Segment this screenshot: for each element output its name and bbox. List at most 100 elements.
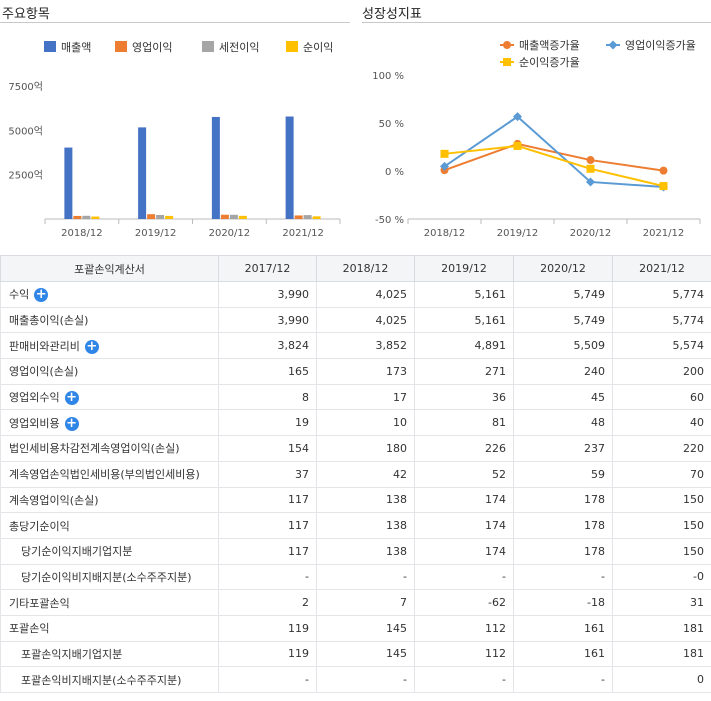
bar-0-1 xyxy=(138,127,147,219)
bar-2-3 xyxy=(303,215,312,219)
row-label-cell: 당기순이익비지배지분(소수주주지분) xyxy=(0,563,219,591)
value-cell: 10 xyxy=(316,409,415,437)
value-cell: 5,161 xyxy=(414,306,514,334)
value-cell: - xyxy=(218,666,317,693)
growth-legend-marker-2 xyxy=(503,58,511,66)
table-header-row: 포괄손익계산서 2017/12 2018/12 2019/12 2020/12 2021/… xyxy=(0,255,711,282)
table-header-title: 포괄손익계산서 xyxy=(0,255,219,282)
row-label-cell: 영업외비용 + xyxy=(0,409,219,437)
row-label-cell: 기타포괄손익 xyxy=(0,589,219,616)
value-cell: 4,025 xyxy=(316,306,415,334)
value-cell: 70 xyxy=(612,460,711,488)
growth-line-0 xyxy=(444,142,664,172)
legend-label-3: 순이익 xyxy=(303,41,333,54)
row-label-cell: 총당기순이익 xyxy=(0,512,219,539)
value-cell: 220 xyxy=(612,435,711,462)
expand-plus-icon[interactable]: + xyxy=(64,390,79,406)
growth-point-0-3 xyxy=(659,166,668,175)
value-cell: -62 xyxy=(414,589,514,616)
y-tick-label-1: 5000억 xyxy=(8,125,43,137)
bar-2-0 xyxy=(82,215,91,219)
row-label-cell: 판매비와관리비 + xyxy=(0,332,219,360)
expand-plus-icon[interactable]: + xyxy=(34,287,49,303)
value-cell: 150 xyxy=(612,537,711,565)
value-cell: 5,749 xyxy=(513,306,613,334)
right-panel-title: 성장성지표 xyxy=(362,7,422,22)
value-cell: 173 xyxy=(316,358,415,385)
row-label: 영업외수익 xyxy=(9,391,60,405)
value-cell: 5,509 xyxy=(513,332,613,360)
bar-1-1 xyxy=(147,214,156,219)
value-cell: 112 xyxy=(414,640,514,668)
value-cell: 174 xyxy=(414,512,514,539)
row-label: 포괄손익 xyxy=(9,622,50,636)
value-cell: 2 xyxy=(218,589,317,616)
row-label-cell: 수익 + xyxy=(0,281,219,308)
value-cell: 17 xyxy=(316,383,415,411)
bar-1-2 xyxy=(220,214,229,219)
row-label-cell: 포괄손익 xyxy=(0,614,219,642)
legend-label-1: 영업이익 xyxy=(132,41,172,54)
bar-2-2 xyxy=(229,214,238,219)
table-header-year: 2018/12 xyxy=(316,255,415,282)
main-items-bar-chart: 매출액 영업이익 세전이익 순이익 7500억 5000억 2500억 2018/12 2019… xyxy=(8,41,341,239)
row-label: 영업외비용 xyxy=(9,416,60,430)
growth-y-tick-label-1: 50 % xyxy=(379,119,404,130)
value-cell: 52 xyxy=(414,460,514,488)
table-row: 판매비와관리비 +3,824 3,852 4,891 5,509 5,574 xyxy=(0,332,711,360)
x-tick-label-0: 2018/12 xyxy=(61,228,103,239)
value-cell: 3,852 xyxy=(316,332,415,360)
left-panel-divider xyxy=(0,22,350,23)
value-cell: - xyxy=(414,563,514,591)
bar-3-0 xyxy=(91,216,100,219)
value-cell: 138 xyxy=(316,512,415,539)
value-cell: 138 xyxy=(316,537,415,565)
growth-x-tick-label-0: 2018/12 xyxy=(424,228,466,239)
value-cell: 31 xyxy=(612,589,711,616)
legend-label-0: 매출액 xyxy=(61,41,91,54)
table-header-year: 2021/12 xyxy=(612,255,711,282)
row-label-cell: 영업이익(손실) xyxy=(0,358,219,385)
growth-legend-marker-0 xyxy=(503,41,511,49)
x-tick-label-3: 2021/12 xyxy=(282,228,324,239)
value-cell: 237 xyxy=(513,435,613,462)
growth-point-2-3 xyxy=(659,182,668,191)
value-cell: 3,990 xyxy=(218,281,317,308)
expand-plus-icon[interactable]: + xyxy=(64,415,79,431)
value-cell: 40 xyxy=(612,409,711,437)
row-label: 매출총이익(손실) xyxy=(9,314,89,328)
value-cell: 161 xyxy=(513,614,613,642)
growth-y-tick-label-2: 0 % xyxy=(385,167,404,178)
table-header-year: 2019/12 xyxy=(414,255,514,282)
left-panel-title: 주요항목 xyxy=(2,7,50,22)
value-cell: 181 xyxy=(612,640,711,668)
value-cell: - xyxy=(316,563,415,591)
value-cell: 181 xyxy=(612,614,711,642)
value-cell: 138 xyxy=(316,486,415,514)
table-row: 법인세비용차감전계속영업이익(손실) 154 180 226 237 220 xyxy=(0,435,711,462)
expand-plus-icon[interactable]: + xyxy=(84,338,99,354)
value-cell: 174 xyxy=(414,486,514,514)
row-label-cell: 계속영업손익법인세비용(부의법인세비용) xyxy=(0,460,219,488)
value-cell: 42 xyxy=(316,460,415,488)
value-cell: -18 xyxy=(513,589,613,616)
value-cell: 4,025 xyxy=(316,281,415,308)
bar-0-0 xyxy=(64,147,73,219)
row-label: 영업이익(손실) xyxy=(9,365,79,379)
table-row: 수익 +3,990 4,025 5,161 5,749 5,774 xyxy=(0,281,711,308)
row-label: 법인세비용차감전계속영업이익(손실) xyxy=(9,442,180,456)
right-panel-divider xyxy=(362,22,711,23)
row-label-cell: 계속영업이익(손실) xyxy=(0,486,219,514)
value-cell: 178 xyxy=(513,537,613,565)
row-label: 총당기순이익 xyxy=(9,519,70,533)
table-row: 매출총이익(손실) 3,990 4,025 5,161 5,749 5,774 xyxy=(0,306,711,334)
table-row: 당기순이익지배기업지분 117 138 174 178 150 xyxy=(0,537,711,565)
value-cell: 36 xyxy=(414,383,514,411)
bar-0-2 xyxy=(211,116,220,219)
value-cell: 178 xyxy=(513,512,613,539)
row-label: 포괄손익비지배지분(소수주주지분) xyxy=(21,673,182,687)
value-cell: 5,574 xyxy=(612,332,711,360)
value-cell: - xyxy=(513,563,613,591)
row-label-cell: 법인세비용차감전계속영업이익(손실) xyxy=(0,435,219,462)
row-label-cell: 당기순이익지배기업지분 xyxy=(0,537,219,565)
